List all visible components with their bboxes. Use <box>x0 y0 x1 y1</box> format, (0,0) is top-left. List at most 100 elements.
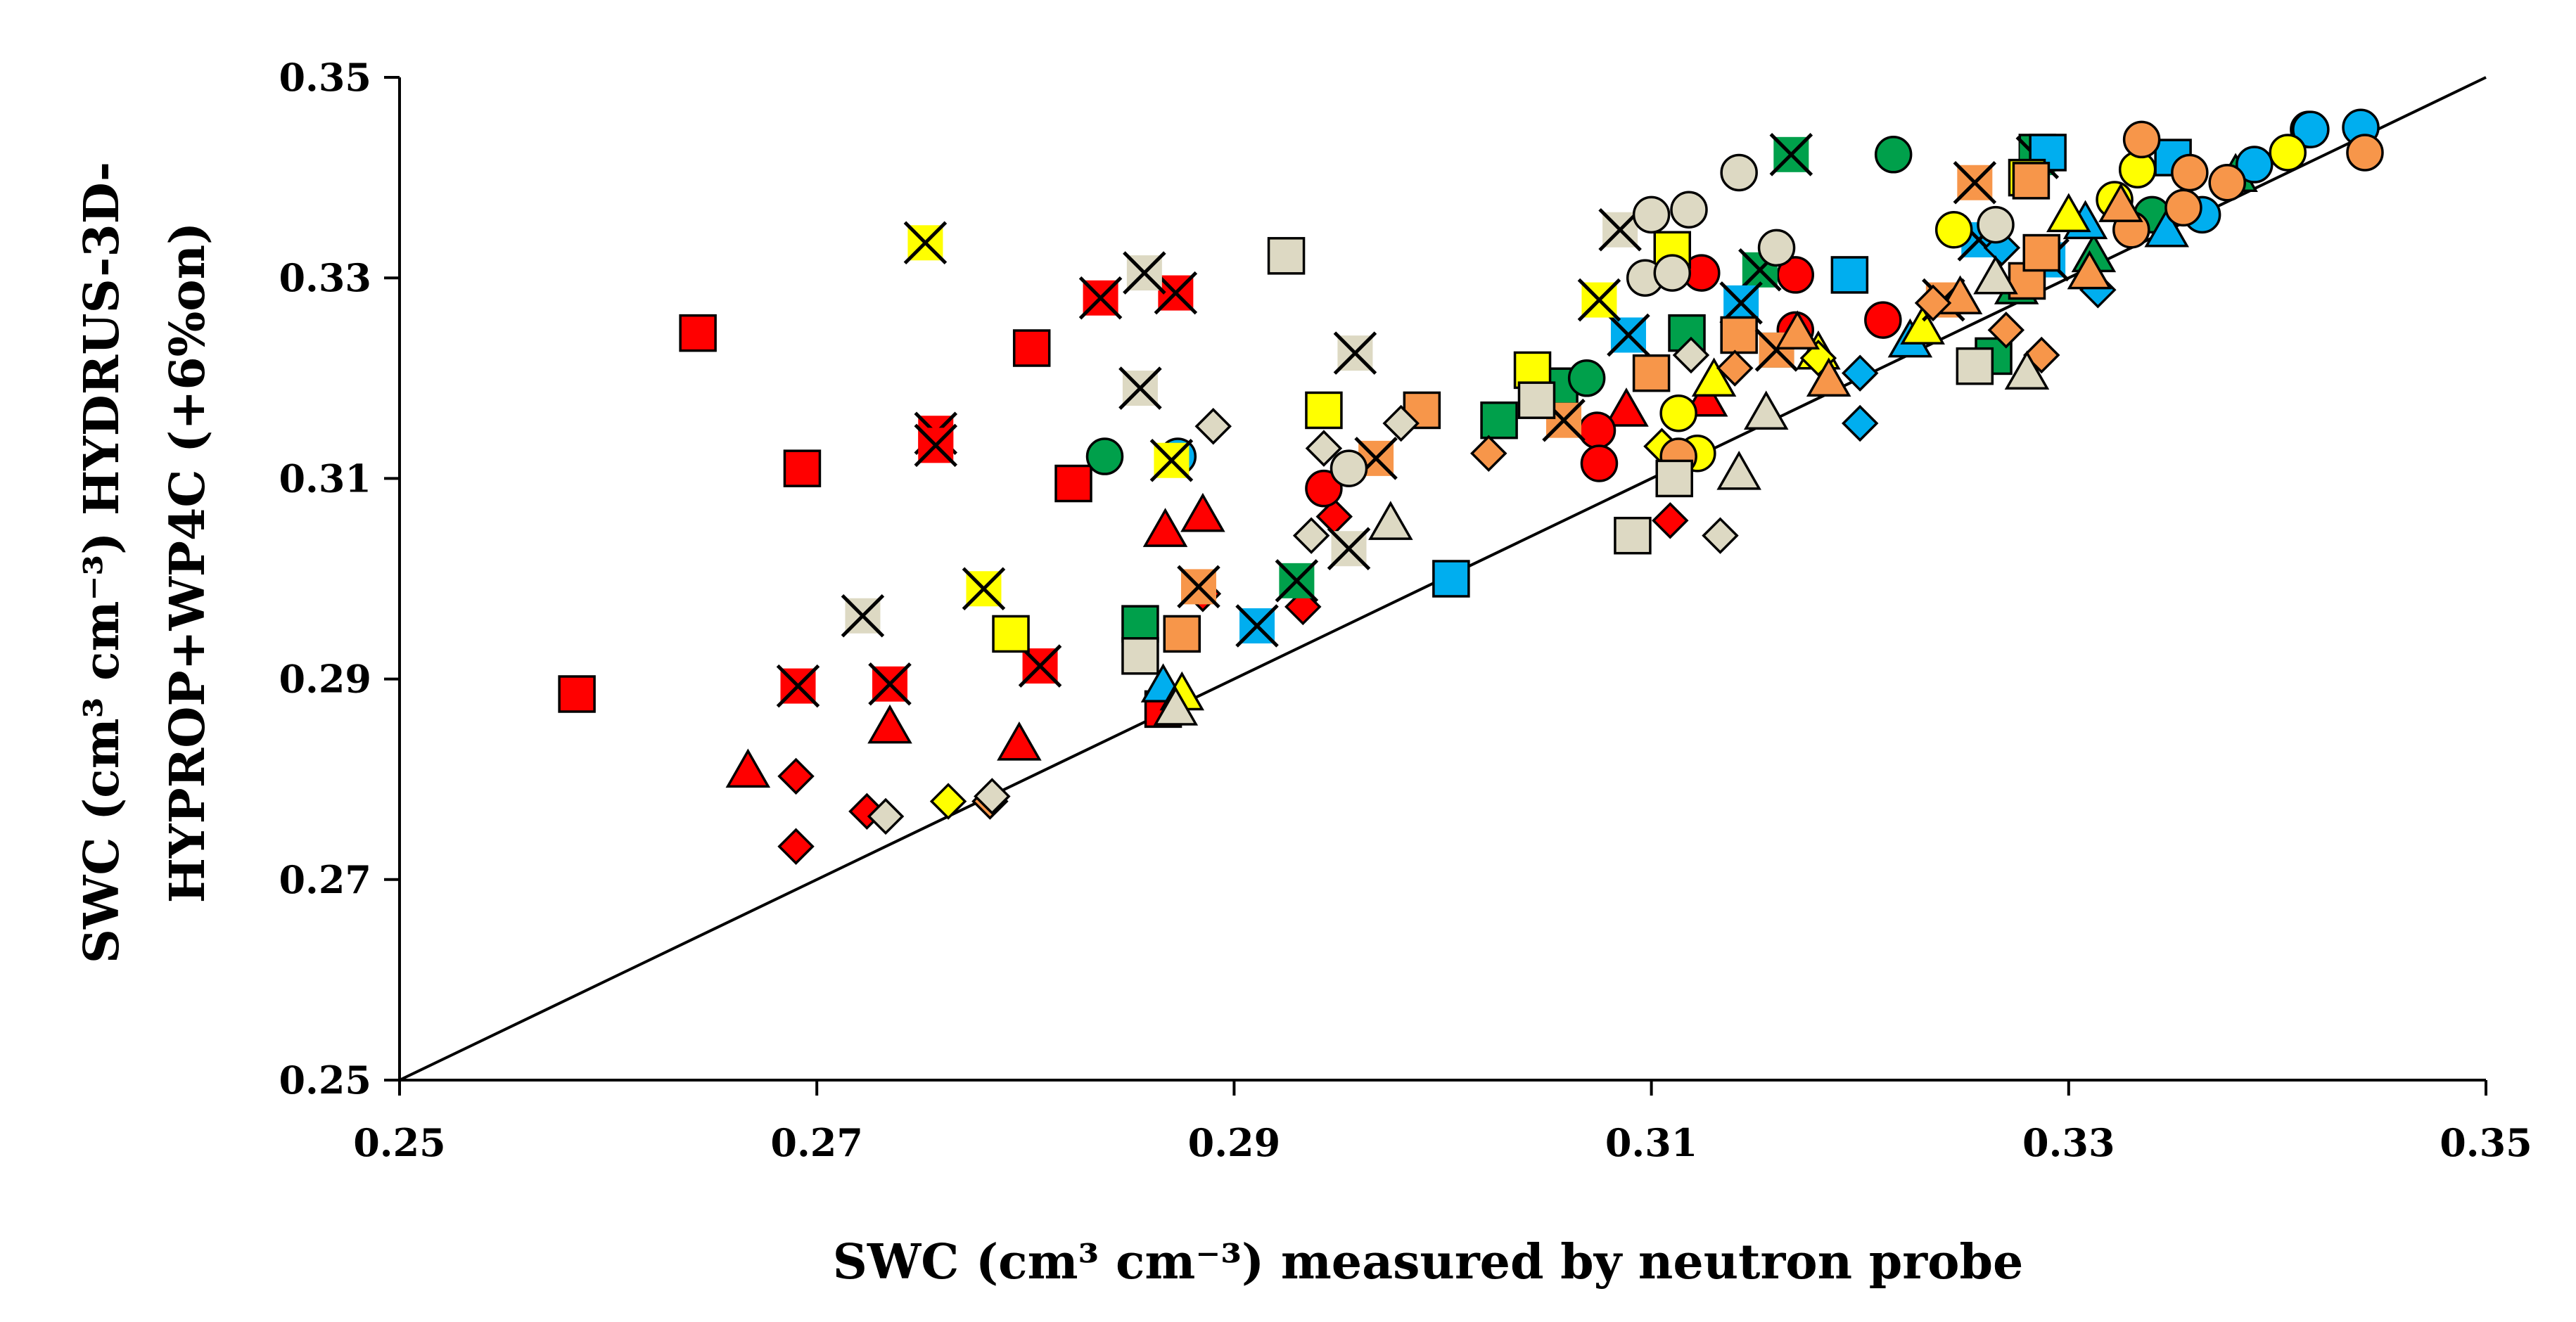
red-circles-point <box>1580 444 1619 482</box>
orange-diamonds-point <box>1914 284 1952 322</box>
yellow-circles-point <box>1934 211 1973 249</box>
marker-cross <box>1275 559 1319 603</box>
red-squares-point <box>1054 464 1092 503</box>
beige-squares-point <box>1267 237 1306 275</box>
y-tick-label: 0.33 <box>279 255 371 300</box>
marker-cross <box>776 664 820 708</box>
red-x-squares-point <box>1018 644 1062 688</box>
beige-squares-point <box>1614 516 1652 555</box>
y-tick-label: 0.25 <box>279 1058 371 1103</box>
marker-cross <box>1149 438 1194 482</box>
beige-triangles-point <box>1743 390 1789 430</box>
yellow-circles-point <box>1659 394 1697 432</box>
x-axis-title: SWC (cm³ cm⁻³) measured by neutron probe <box>833 1234 2024 1290</box>
beige-x-squares-point <box>1123 251 1166 295</box>
x-tick-label: 0.25 <box>353 1120 446 1165</box>
marker-cross <box>1333 331 1377 375</box>
yellow-triangles-point <box>2046 193 2091 233</box>
beige-squares-point <box>1517 381 1556 419</box>
beige-x-squares-point <box>1327 527 1371 570</box>
blue-diamonds-point <box>1841 404 1879 442</box>
marker-cross <box>962 567 1006 611</box>
beige-diamonds-point <box>867 797 905 835</box>
red-squares-point <box>1012 329 1051 367</box>
beige-x-squares-point <box>1333 331 1377 375</box>
red-diamonds-point <box>1284 588 1322 626</box>
orange-circles-point <box>2346 134 2384 172</box>
red-triangles-point <box>1180 492 1225 532</box>
beige-diamonds-point <box>1194 408 1232 445</box>
beige-circles-point <box>1720 153 1758 192</box>
beige-triangles-point <box>1368 501 1413 540</box>
green-x-squares-point <box>1769 133 1813 177</box>
beige-circles-point <box>1977 205 2015 244</box>
orange-diamonds-point <box>1470 435 1507 472</box>
yellow-x-squares-point <box>903 221 948 265</box>
x-tick-label: 0.27 <box>770 1120 863 1165</box>
yellow-diamonds-point <box>929 783 967 820</box>
orange-diamonds-point <box>1716 349 1754 387</box>
red-x-squares-point <box>868 662 912 706</box>
red-squares-point <box>679 314 717 352</box>
orange-triangles-point <box>1806 357 1851 397</box>
yellow-squares-point <box>992 615 1030 653</box>
y-axis-title-line2: HYPROP+WP4C (+6%on) <box>160 222 216 903</box>
beige-x-squares-point <box>841 593 885 638</box>
beige-diamonds-point <box>974 778 1011 815</box>
tick-layer: 0.25 0.27 0.29 0.31 0.33 0.35 0.25 0.27 0.29 0.31… <box>279 55 2532 1165</box>
marker-cross <box>1607 313 1650 357</box>
marker-cross <box>914 423 958 468</box>
yellow-x-squares-point <box>1149 438 1194 482</box>
orange-circles-point <box>2122 120 2161 159</box>
orange-squares-point <box>2012 162 2051 200</box>
red-squares-point <box>558 675 596 713</box>
yellow-circles-point <box>2269 134 2307 172</box>
marker-cross <box>1154 271 1198 315</box>
marker-cross <box>1327 527 1371 570</box>
y-tick-label: 0.27 <box>279 857 371 902</box>
green-x-squares-point <box>1275 559 1319 603</box>
red-circles-point <box>1578 411 1617 449</box>
blue-x-squares-point <box>1235 604 1279 648</box>
blue-triangles-point <box>2144 207 2189 248</box>
beige-circles-point <box>1757 229 1796 267</box>
marker-cross <box>1953 160 1997 205</box>
beige-squares-point <box>1655 459 1693 498</box>
beige-squares-point <box>1956 347 1994 385</box>
green-squares-point <box>1121 605 1159 643</box>
red-x-squares-point <box>776 664 820 708</box>
beige-circles-point <box>1330 449 1368 487</box>
yellow-x-squares-point <box>1577 278 1621 322</box>
beige-diamonds-point <box>1382 404 1420 442</box>
y-tick-label: 0.29 <box>279 657 371 702</box>
red-diamonds-point <box>1652 502 1689 539</box>
yellow-triangles-point <box>1691 357 1737 397</box>
blue-circles-point <box>2292 110 2330 148</box>
orange-circles-point <box>2164 188 2202 227</box>
x-tick-label: 0.29 <box>1188 1120 1281 1165</box>
y-axis-title-group: SWC (cm³ cm⁻³) HYDRUS-3D- HYPROP+WP4C (+… <box>74 162 216 963</box>
red-triangles-point <box>1604 387 1649 427</box>
orange-x-squares-point <box>1177 565 1220 609</box>
marker-cross <box>1123 251 1166 295</box>
red-diamonds-point <box>777 828 815 865</box>
blue-circles-point <box>2236 146 2274 184</box>
beige-triangles-point <box>2004 350 2050 390</box>
orange-triangles-point <box>1775 310 1820 349</box>
beige-triangles-point <box>1153 686 1199 726</box>
beige-diamonds-point <box>1292 517 1330 554</box>
data-points-layer <box>558 108 2384 865</box>
orange-triangles-point <box>2098 183 2143 222</box>
y-tick-label: 0.35 <box>279 55 371 100</box>
red-triangles-point <box>997 721 1042 761</box>
marker-cross <box>841 593 885 638</box>
blue-diamonds-point <box>1841 354 1879 392</box>
beige-circles-point <box>1632 195 1671 234</box>
yellow-diamonds-point <box>1799 340 1837 377</box>
y-tick-label: 0.31 <box>279 456 371 501</box>
marker-cross <box>868 662 912 706</box>
y-axis-title-line1: SWC (cm³ cm⁻³) HYDRUS-3D- <box>74 162 130 963</box>
marker-cross <box>903 221 948 265</box>
